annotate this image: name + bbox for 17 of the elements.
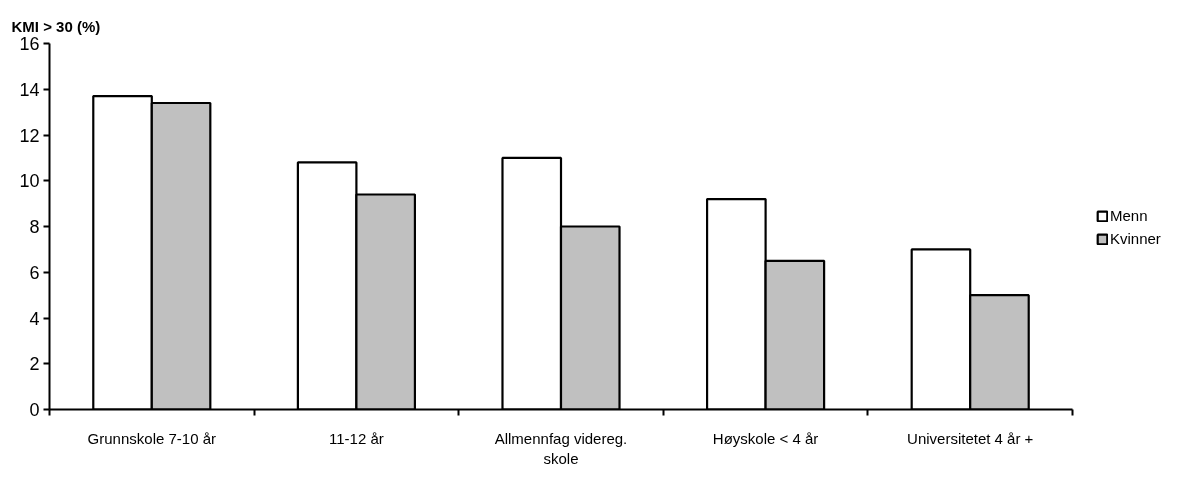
y-tick-label: 0 [29,400,40,420]
y-tick-label: 6 [29,262,40,283]
y-tick-label: 8 [29,217,40,237]
legend-label: Menn [1110,207,1148,224]
legend-label: Kvinner [1110,230,1161,247]
y-tick-label: 12 [19,125,40,146]
y-tick-label: 16 [19,34,40,54]
x-tick-label: Grunnskole 7-10 år [87,429,217,447]
x-tick-label: Høyskole < 4 år [712,429,819,447]
y-tick-label: 2 [29,354,40,375]
x-tick-label: Universitetet 4 år + [907,429,1034,447]
y-tick-label: 14 [19,79,40,100]
x-tick-label: 11-12 år [329,429,384,447]
x-tick-label: Allmennfag videreg. skole [494,429,628,467]
y-tick-label: 4 [29,308,40,329]
y-axis-title: KMI > 30 (%) [11,17,101,35]
y-tick-label: 10 [19,171,40,192]
